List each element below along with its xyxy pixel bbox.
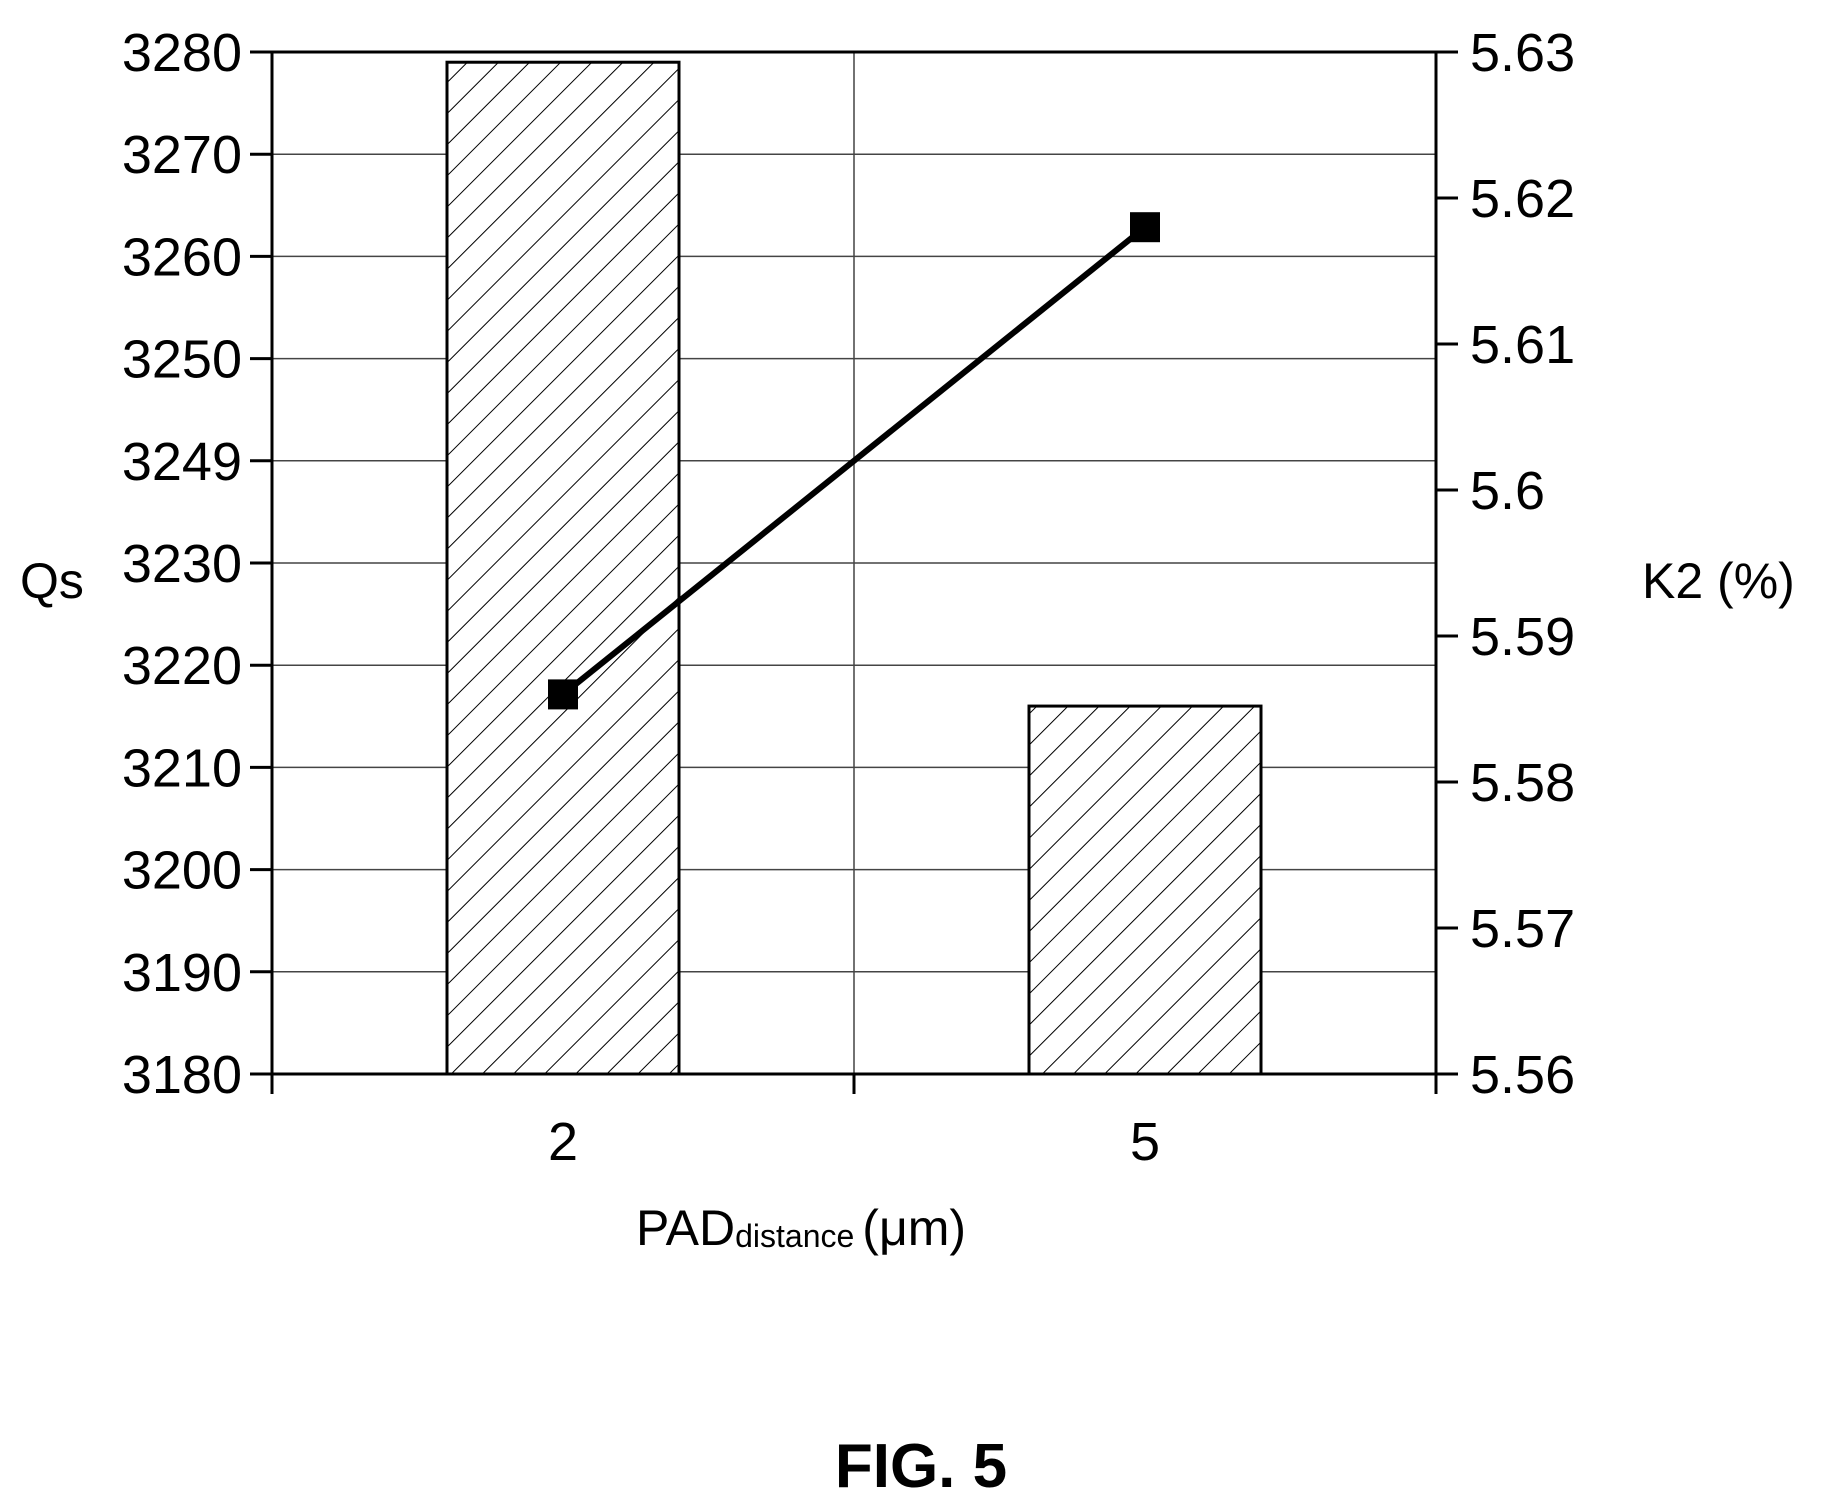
left-tick-label: 3190	[122, 943, 242, 1003]
bar	[1027, 704, 1263, 1076]
left-axis-ticks: 3280 3270 3260 3250 3249 3230 3220 3210 3200 3190…	[122, 23, 272, 1105]
left-tick-label: 3230	[122, 534, 242, 594]
k2-line	[561, 224, 1147, 697]
right-axis-title: K2 (%)	[1642, 553, 1795, 609]
k2-point	[1130, 212, 1160, 243]
k2-series	[548, 212, 1160, 710]
x-axis-title-unit: (μm)	[862, 1200, 966, 1256]
left-tick-label: 3249	[122, 432, 242, 492]
right-tick-label: 5.56	[1470, 1045, 1575, 1105]
right-tick-label: 5.57	[1470, 899, 1575, 959]
x-axis-title-sub: distance	[735, 1218, 854, 1254]
right-tick-label: 5.63	[1470, 23, 1575, 83]
left-tick-label: 3280	[122, 23, 242, 83]
left-axis-title: Qs	[20, 553, 84, 609]
right-tick-label: 5.62	[1470, 169, 1575, 229]
right-tick-label: 5.61	[1470, 315, 1575, 375]
left-tick-label: 3180	[122, 1045, 242, 1105]
left-tick-label: 3220	[122, 636, 242, 696]
right-axis-ticks: 5.63 5.62 5.61 5.6 5.59 5.58 5.57 5.56	[1436, 23, 1575, 1105]
x-tick-label: 5	[1130, 1112, 1160, 1172]
right-tick-label: 5.6	[1470, 461, 1545, 521]
bar	[445, 60, 681, 1076]
left-tick-label: 3270	[122, 125, 242, 185]
bars	[445, 60, 1263, 1076]
x-axis-title: PADdistance (μm)	[636, 1200, 966, 1256]
left-tick-label: 3200	[122, 841, 242, 901]
figure-caption: FIG. 5	[835, 1432, 1007, 1501]
left-tick-label: 3210	[122, 738, 242, 798]
left-tick-label: 3260	[122, 227, 242, 287]
right-tick-label: 5.59	[1470, 607, 1575, 667]
right-tick-label: 5.58	[1470, 753, 1575, 813]
x-tick-label: 2	[548, 1112, 578, 1172]
x-axis-title-main: PAD	[636, 1200, 735, 1256]
k2-point	[548, 679, 578, 710]
left-tick-label: 3250	[122, 330, 242, 390]
